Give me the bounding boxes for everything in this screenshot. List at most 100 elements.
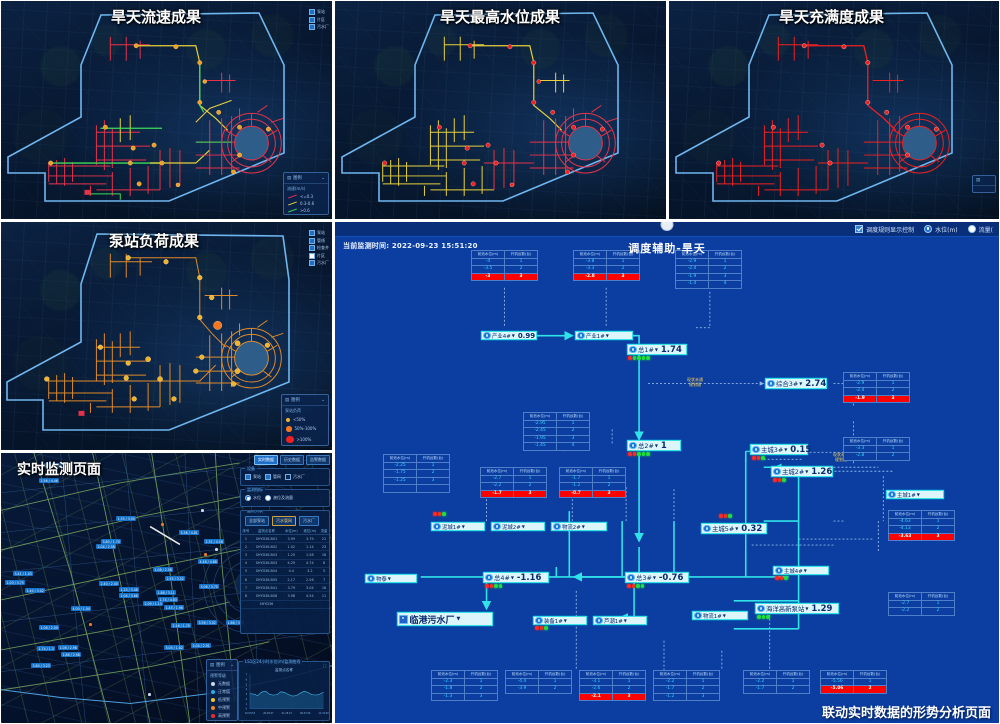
checkbox-icon[interactable] [309,24,315,30]
table-row[interactable]: 8 SHYD36-B08 3.98 4.54 11 [241,591,329,601]
map-point[interactable] [89,623,92,626]
table-row[interactable]: SHYD36 [241,600,329,609]
map-label[interactable]: 1.58 / 2.05 [43,463,64,468]
map-label[interactable]: 2.04 / 2.91 [191,643,212,648]
panel-max-water-level[interactable]: 旱天最高水位成果 [334,0,667,220]
map-label[interactable]: 3.06 / 3.70 [199,584,220,589]
map-label[interactable]: 3.60 / 3.23 [31,663,52,668]
filter-sewer-network[interactable]: 污水管网 [272,516,296,526]
layer-item-0[interactable]: 泵站 [309,9,329,15]
checkbox-icon[interactable] [855,225,864,233]
node-zong4[interactable]: 总4# ▼ -1.16 [483,572,549,583]
legend-fullness[interactable]: ▤ [972,175,996,193]
node-zhucheng2[interactable]: 主城2# ▼ 1.26 [771,466,833,477]
map-layer-legend-4[interactable]: 泵站 管线 检查井 片区 污水厂 [309,230,329,266]
checkbox-icon[interactable] [309,237,315,244]
map-point[interactable] [215,548,218,551]
target-item-1[interactable]: 液位及流量 [265,495,293,501]
collapse-icon[interactable]: ⌄ [321,175,325,181]
node-nicheng1[interactable]: 泥城1# ▼ [431,522,485,531]
map-label[interactable]: 2.55 / 3.52 [165,576,186,581]
table-row[interactable]: 7 SHYD36-B41 3.79 3.04 16 [241,583,329,593]
map-label[interactable]: 2.56 / 4.46 [39,478,60,483]
table-row[interactable]: 4 SHYD36-B03 4.29 4.74 8 [241,559,329,568]
scheduling-toolbar[interactable]: 调度规则显示控制 水位(m) 流量( [335,222,999,237]
map-label[interactable]: 1.35 / 3.90 [116,516,137,521]
panel-realtime-monitoring[interactable]: 1.58 / 2.05 2.56 / 4.46 1.35 / 3.90 3.80… [0,452,333,724]
monitor-top-buttons[interactable]: 实时数据 历史数据 告警数据 [254,455,330,465]
panel-fullness[interactable]: 旱天充满度成果 ▤ [668,0,1000,220]
table-row[interactable]: 3 SHYD36-B03 1.25 1.58 16 [241,550,329,560]
node-zhucheng3[interactable]: 主城3# ▼ 0.15 [750,444,811,455]
radio-icon[interactable] [245,495,251,501]
map-label[interactable]: 1.08 / 2.58 [153,567,174,572]
map-label[interactable]: 1.45 / 1.98 [164,605,185,610]
node-chanye4[interactable]: 产业4# ▼ 0.99 [481,331,537,340]
legend-velocity[interactable]: ▤ 图例 ⌄ 流速(m/s) <=0.3 0.3-0.6 >0.6 [283,172,329,215]
map-label[interactable]: 1.40 / 3.02 [25,588,46,593]
collapse-icon[interactable]: ⌄ [230,662,234,668]
map-label[interactable]: 3.80 / 1.70 [101,539,122,544]
panel-pump-load[interactable]: 泵站负荷成果 泵站 管线 检查井 片区 污水厂 ▤ 图例 ⌄ 泵站负荷 <50% … [0,221,333,451]
map-label[interactable]: 4.00 / 1.04 [71,606,92,611]
node-zong2[interactable]: 总2# ▼ 1 [627,440,681,451]
panel-velocity[interactable]: 旱天流速成果 泵站 片区 污水厂 ▤ 图例 ⌄ 流速(m/s) <=0.3 0.3… [0,0,333,220]
node-wuliu2[interactable]: 物流2# ▼ [551,522,607,531]
radio-icon[interactable] [924,225,933,233]
table-row[interactable]: 6 SHYD36-B05 2.17 2.56 7 [241,575,329,585]
map-label[interactable]: 4.48 / 4.88 [198,559,219,564]
checkbox-icon[interactable] [309,9,315,15]
table-row[interactable]: 1 SHYD36-B01 3.99 3.79 21 [241,534,329,544]
node-zonghe3[interactable]: 综合3# ▼ 2.74 [765,378,827,389]
map-point[interactable] [148,693,151,696]
layer-item-2[interactable]: 污水厂 [309,24,329,30]
map-label[interactable]: 1.08 / 2.96 [58,645,79,650]
expand-icon[interactable]: ⛶ [323,663,326,668]
checkbox-icon[interactable] [309,230,315,236]
device-item-2[interactable]: 污水厂 [285,474,305,480]
device-item-0[interactable]: 泵站 [245,474,261,480]
node-nicheng2[interactable]: 泥城2# ▼ [491,522,545,531]
map-point[interactable] [204,553,207,556]
node-wuliu1[interactable]: 物流1# ▼ [692,611,748,620]
radio-icon[interactable] [967,225,976,233]
layer-item-4[interactable]: 污水厂 [309,260,329,266]
control-rule-display[interactable]: 调度规则显示控制 [855,225,914,234]
drag-handle[interactable] [660,222,674,231]
control-water-level[interactable]: 水位(m) [924,225,958,234]
map-label[interactable]: 2.16 / 1.79 [171,623,192,628]
map-label[interactable]: 1.03 / 3.75 [5,580,26,585]
layer-item-2[interactable]: 检查井 [309,245,329,251]
checkbox-icon[interactable] [245,474,251,480]
layer-item-1[interactable]: 片区 [309,16,329,23]
node-lingang-wwtp[interactable]: 临港污水厂 ▼ [397,612,493,626]
group-list-buttons[interactable]: 全部泵站 污水管网 污水厂 [241,511,329,527]
checkbox-icon[interactable] [309,16,315,23]
map-label[interactable]: 2.31 / 4.58 [204,539,225,544]
map-label[interactable]: 1.86 / 3.1 [226,620,245,625]
node-zhucheng4[interactable]: 主城4# ▼ [773,566,829,575]
node-zhucheng1[interactable]: 主城1# ▼ [886,490,944,499]
map-label[interactable]: 1.88 / 2.98 [61,652,82,657]
node-zong1[interactable]: 总1# ▼ 1.74 [627,344,687,355]
checkbox-icon[interactable] [309,260,315,266]
table-row[interactable]: 2 SHYD36-B02 1.02 1.14 23 [241,542,329,552]
target-item-0[interactable]: 水位 [245,495,261,501]
node-zhuangbei1[interactable]: 装备1# ▼ [533,616,587,625]
map-label[interactable]: 3.05 / 1.82 [164,645,185,650]
checkbox-icon[interactable] [309,245,315,251]
map-label[interactable]: 2.04 / 2.58 [96,544,117,549]
map-label[interactable]: 3.36 / 4.81 [179,530,200,535]
legend-warning-levels[interactable]: ▤ 图例 ⌄ 预警等级 无数据 正常值 低预警 中预警 高预警 [206,659,238,721]
monitor-chart-panel[interactable]: LS1区24小时水位(m)监测曲线 ⛶ 监测点名称 0 1 2 3 4 5 6 7 16:53:… [238,659,330,721]
node-haiyang-pump[interactable]: 海洋高新泵站 ▼ 1.29 [755,603,839,614]
tab-realtime-data[interactable]: 实时数据 [254,455,278,465]
tab-history-data[interactable]: 历史数据 [280,455,304,465]
map-label[interactable]: 1.06 / 2.09 [39,625,60,630]
node-chanye1[interactable]: 产业1# ▼ [575,331,633,340]
node-wutai[interactable]: 物泰 ▼ [365,574,417,583]
map-label[interactable]: 1.74 / 4.83 [158,597,179,602]
monitor-table[interactable]: 序号 监测点名称 水位(m) 液位(m) 流量 1 SHYD36-B01 3.99 3… [241,527,329,609]
node-zhucheng5[interactable]: 主城5# ▼ 0.32 [701,523,767,534]
table-row[interactable]: 5 SHYD36-B04 4.4 3.2 5 [241,567,329,576]
